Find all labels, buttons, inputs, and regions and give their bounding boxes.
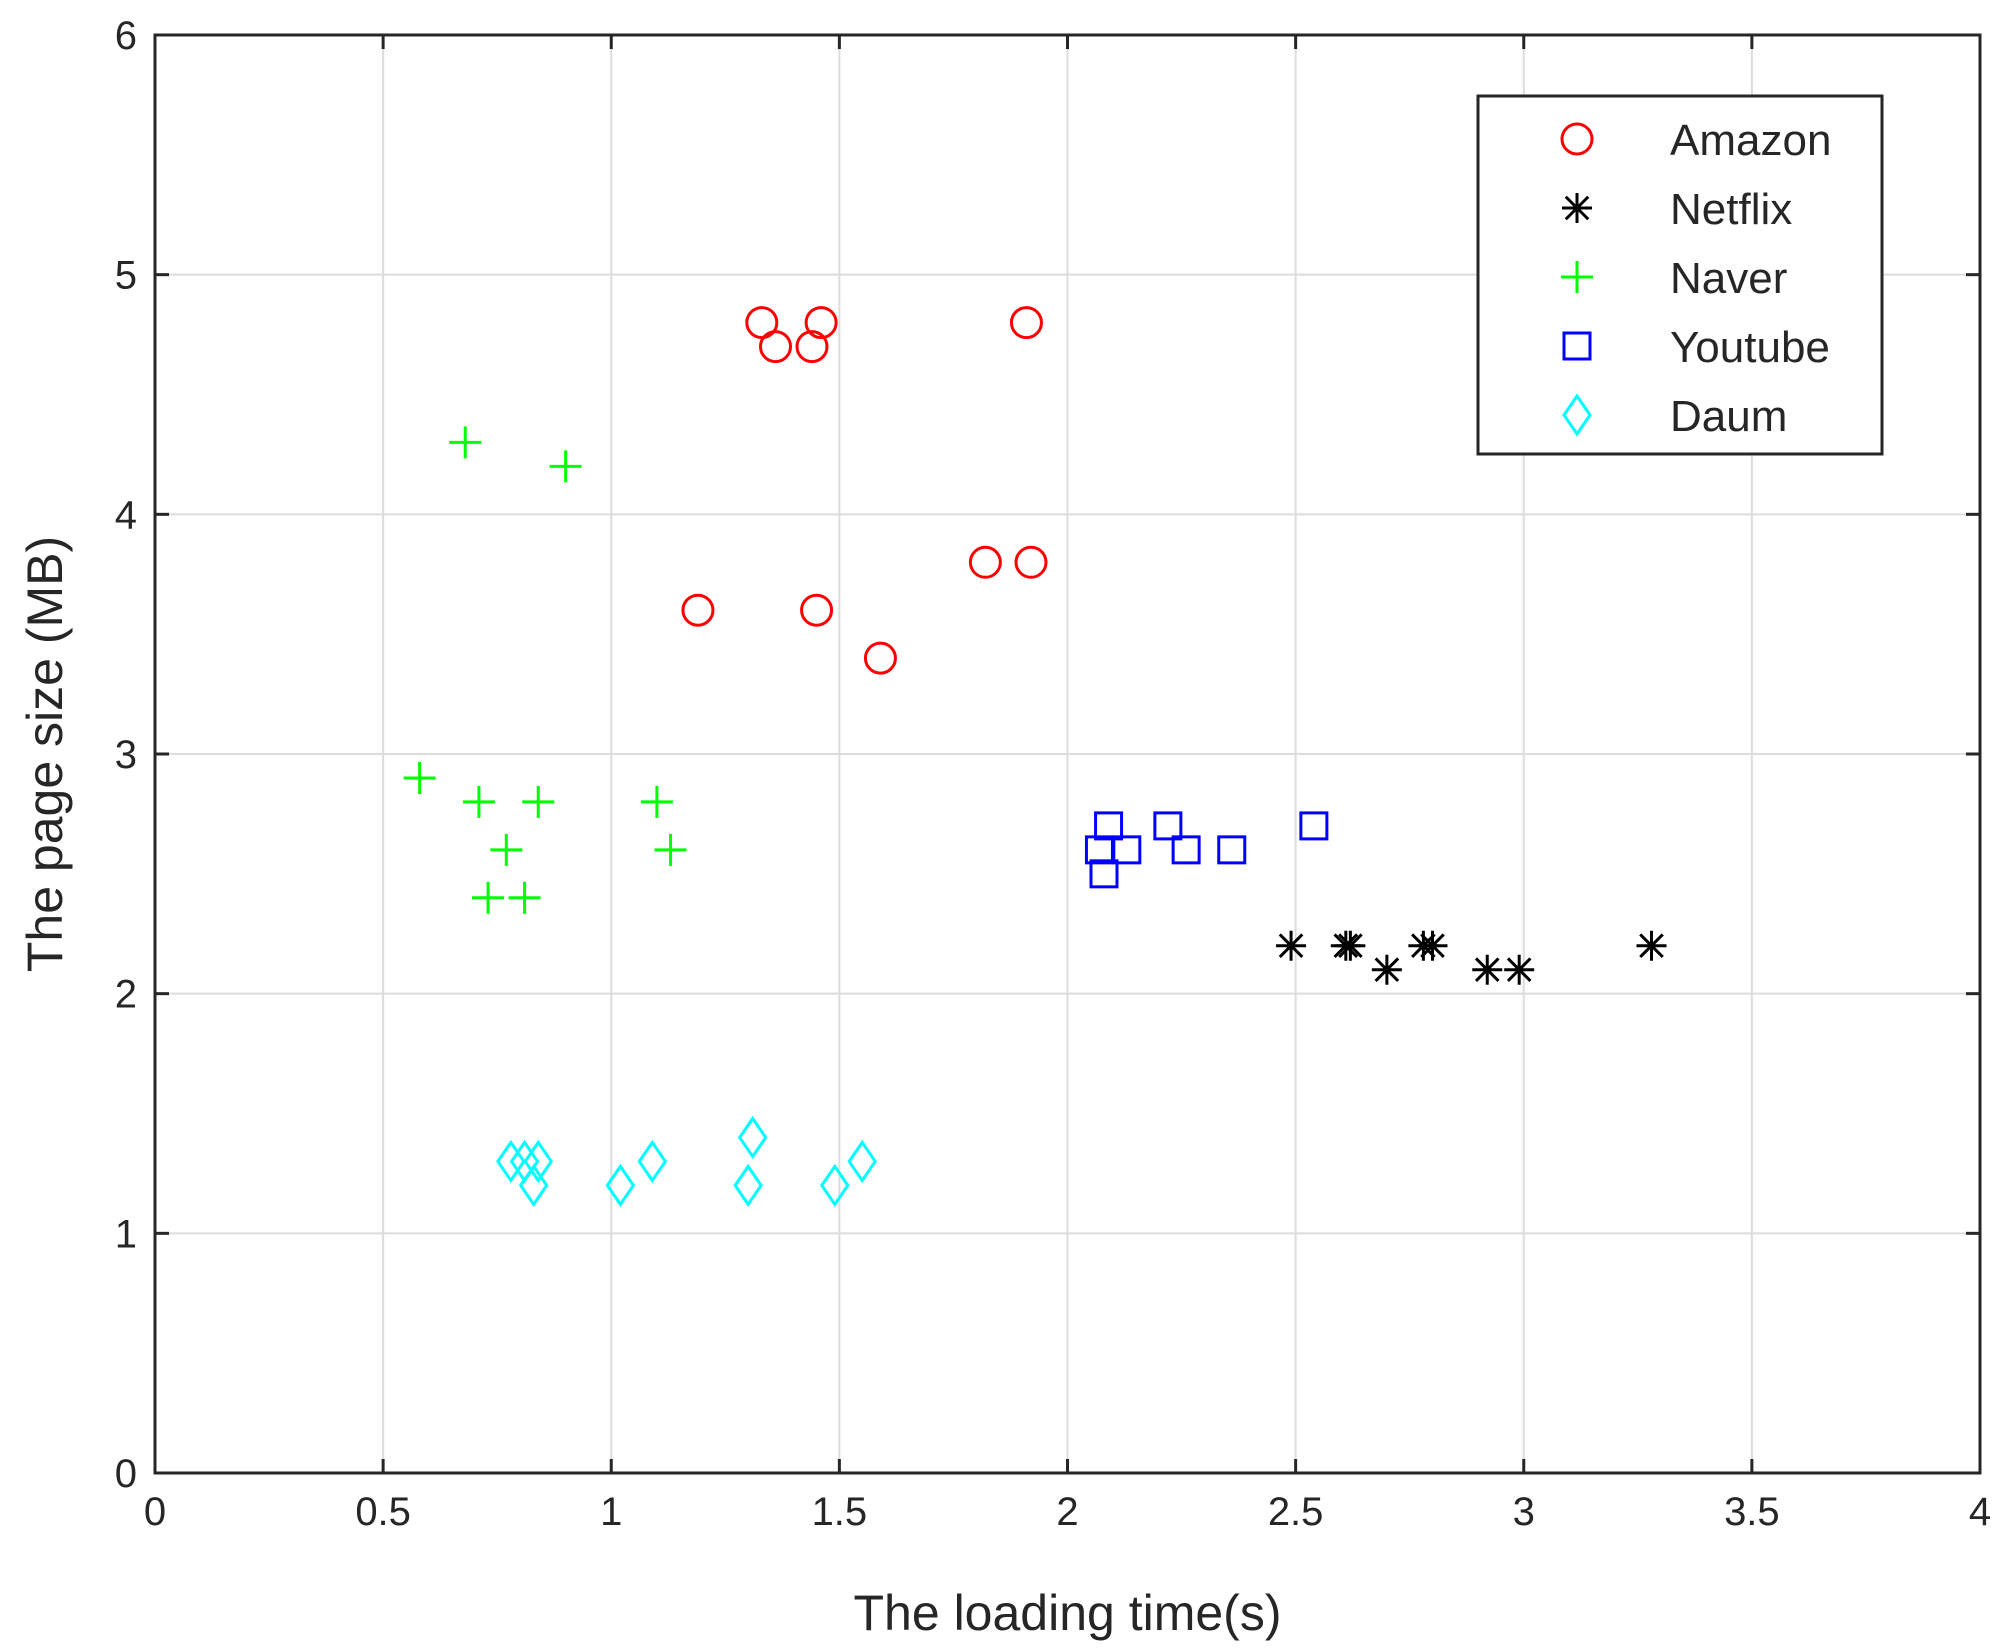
y-tick-label: 3 [115, 733, 137, 777]
x-tick-label: 2.5 [1268, 1490, 1324, 1534]
data-point-daum [819, 1163, 850, 1208]
data-point-naver [449, 426, 482, 459]
y-tick-label: 6 [115, 14, 137, 58]
legend-label-daum: Daum [1670, 392, 1787, 441]
data-point-youtube [1094, 811, 1124, 841]
data-point-netflix [1636, 930, 1667, 961]
y-tick-label: 4 [115, 493, 137, 537]
data-point-amazon [1009, 306, 1043, 340]
data-point-daum [637, 1139, 668, 1184]
data-point-netflix [1417, 930, 1448, 961]
data-point-naver [522, 785, 555, 818]
y-tick-label: 1 [115, 1212, 137, 1256]
data-point-naver [654, 833, 687, 866]
data-point-daum [733, 1163, 763, 1208]
data-point-youtube [1299, 811, 1329, 841]
data-point-amazon [795, 330, 829, 364]
data-point-youtube [1112, 835, 1142, 865]
data-point-daum [523, 1139, 554, 1184]
x-tick-label: 0 [144, 1490, 166, 1534]
x-tick-label: 1 [600, 1490, 622, 1534]
data-points [403, 306, 1667, 1208]
data-point-amazon [968, 545, 1002, 579]
legend-label-naver: Naver [1670, 254, 1787, 303]
legend-marker-netflix [1562, 193, 1592, 223]
legend-label-netflix: Netflix [1670, 185, 1792, 234]
series-daum [496, 1115, 878, 1208]
legend: Amazon Netflix Naver Youtube Daum [1476, 94, 1884, 456]
data-point-amazon [804, 306, 838, 340]
data-point-youtube [1084, 835, 1114, 865]
data-point-amazon [681, 593, 715, 627]
y-axis-label: The page size (MB) [17, 536, 73, 972]
x-tick-label: 4 [1969, 1490, 1991, 1534]
series-amazon [681, 306, 1048, 675]
data-point-amazon [1014, 545, 1048, 579]
y-tick-label: 5 [115, 254, 137, 298]
data-point-netflix [1276, 930, 1307, 961]
data-point-daum [496, 1139, 526, 1184]
legend-marker-amazon [1560, 122, 1594, 156]
data-point-netflix [1371, 954, 1402, 985]
data-point-naver [508, 881, 541, 914]
axes: 0 0.5 1 1.5 2 2.5 3 3.5 4 0 1 2 3 4 5 6 [115, 14, 1991, 1534]
data-point-daum [518, 1163, 549, 1208]
y-tick-label: 0 [115, 1452, 137, 1496]
data-point-amazon [800, 593, 834, 627]
data-point-daum [737, 1115, 768, 1160]
legend-marker-daum [1562, 393, 1592, 437]
legend-marker-naver [1561, 261, 1593, 293]
data-point-youtube [1089, 859, 1119, 889]
data-point-naver [640, 785, 673, 818]
data-point-naver [549, 450, 582, 483]
data-point-amazon [863, 641, 897, 675]
data-point-daum [847, 1139, 878, 1184]
x-tick-label: 1.5 [812, 1490, 868, 1534]
x-tick-label: 0.5 [355, 1490, 411, 1534]
data-point-youtube [1171, 835, 1201, 865]
data-point-netflix [1335, 930, 1366, 961]
data-point-naver [490, 833, 523, 866]
y-tick-label: 2 [115, 973, 137, 1017]
legend-marker-youtube [1562, 331, 1592, 361]
series-naver [403, 426, 687, 914]
data-point-netflix [1472, 954, 1503, 985]
data-point-youtube [1217, 835, 1247, 865]
data-point-naver [462, 785, 495, 818]
x-tick-label: 2 [1056, 1490, 1078, 1534]
data-point-amazon [759, 330, 792, 364]
legend-label-youtube: Youtube [1670, 323, 1830, 372]
legend-label-amazon: Amazon [1670, 116, 1831, 165]
x-tick-label: 3.5 [1724, 1490, 1780, 1534]
data-point-daum [605, 1163, 636, 1208]
data-point-naver [403, 761, 436, 794]
series-netflix [1276, 930, 1667, 985]
data-point-netflix [1504, 954, 1535, 985]
x-tick-label: 3 [1513, 1490, 1535, 1534]
data-point-naver [472, 881, 505, 914]
data-point-youtube [1153, 811, 1183, 841]
series-youtube [1084, 811, 1329, 889]
legend-box [1476, 94, 1884, 456]
x-axis-label: The loading time(s) [854, 1585, 1282, 1641]
